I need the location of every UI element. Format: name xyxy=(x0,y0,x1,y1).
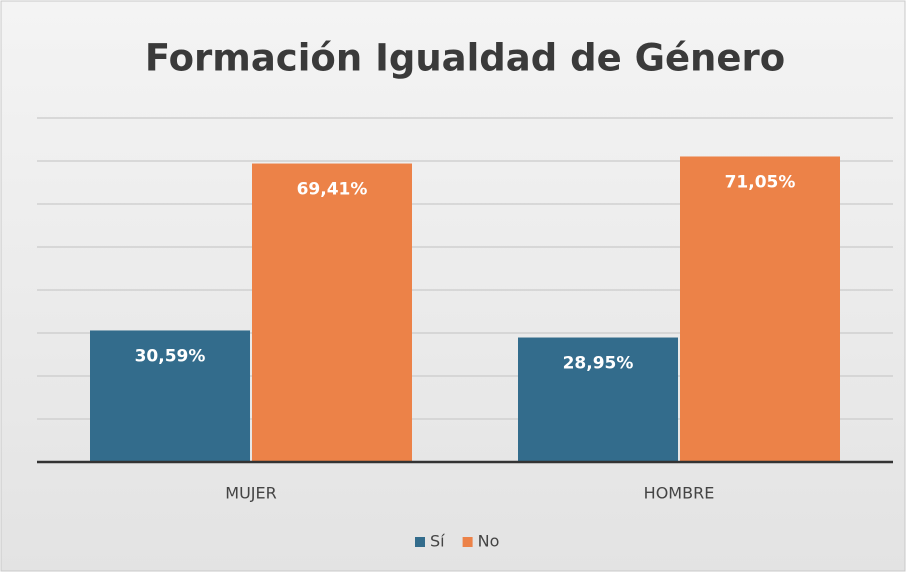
data-label: 28,95% xyxy=(563,354,634,374)
data-label: 30,59% xyxy=(135,346,206,366)
bar xyxy=(680,156,840,463)
legend-label: No xyxy=(478,532,500,551)
legend-swatch xyxy=(462,537,473,547)
legend-swatch xyxy=(415,537,425,547)
x-tick-label: HOMBRE xyxy=(644,484,715,503)
data-label: 71,05% xyxy=(725,172,796,192)
bar xyxy=(90,330,250,462)
bar xyxy=(252,163,412,463)
data-label: 69,41% xyxy=(297,180,368,200)
chart-title: Formación Igualdad de Género xyxy=(145,37,785,80)
bar xyxy=(518,337,678,462)
legend-label: Sí xyxy=(430,532,445,551)
x-tick-label: MUJER xyxy=(225,484,276,503)
